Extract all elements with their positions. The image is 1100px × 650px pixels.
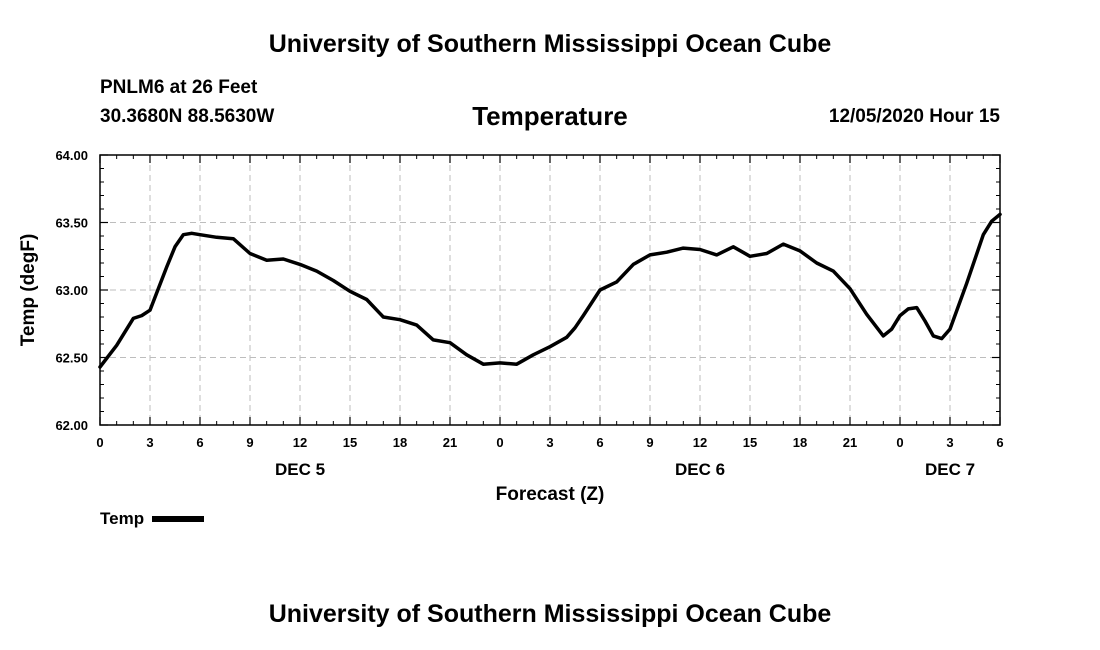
x-tick-label: 12 [293,435,307,450]
x-tick-label: 0 [896,435,903,450]
grid [100,155,1000,425]
x-tick-label: 0 [96,435,103,450]
axis-labels: 62.00 62.50 63.00 63.50 64.00 0 3 6 9 12 15 18 21 0 3 6… [55,148,1003,479]
axis-ticks [99,154,1001,426]
forecast-datetime: 12/05/2020 Hour 15 [828,106,1000,127]
series-layer [98,212,1002,369]
x-tick-label: 15 [743,435,757,450]
x-tick-label: 18 [393,435,407,450]
x-tick-label: 18 [793,435,807,450]
day-label: DEC 7 [925,460,975,479]
x-tick-label: 12 [693,435,707,450]
x-tick-label: 9 [246,435,253,450]
legend-label: Temp [100,509,145,528]
chart-title: Temperature [472,101,628,131]
page-title: University of Southern Mississippi Ocean… [268,30,832,58]
x-tick-label: 6 [996,435,1003,450]
x-tick-label: 15 [343,435,357,450]
y-tick-label: 63.00 [55,283,88,298]
x-tick-label: 3 [946,435,953,450]
series-line-temp [98,212,1002,369]
y-tick-label: 63.50 [55,216,88,231]
legend-swatch [152,516,205,522]
station-label: PNLM6 at 26 Feet [100,77,258,98]
legend: Temp [100,509,205,531]
day-label: DEC 5 [275,460,325,479]
day-label: DEC 6 [675,460,725,479]
y-tick-label: 62.50 [55,351,88,366]
y-tick-label: 64.00 [55,148,88,163]
x-tick-label: 6 [596,435,603,450]
y-axis-label: Temp (degF) [18,234,39,347]
x-tick-label: 9 [646,435,653,450]
x-tick-label: 21 [443,435,457,450]
footer-title: University of Southern Mississippi Ocean… [268,600,832,628]
y-tick-label: 62.00 [55,418,88,433]
x-tick-label: 6 [196,435,203,450]
x-tick-label: 0 [496,435,503,450]
x-tick-label: 3 [546,435,553,450]
x-tick-label: 21 [843,435,857,450]
coordinates-label: 30.3680N 88.5630W [100,106,275,127]
x-tick-label: 3 [146,435,153,450]
x-axis-label: Forecast (Z) [496,484,605,505]
